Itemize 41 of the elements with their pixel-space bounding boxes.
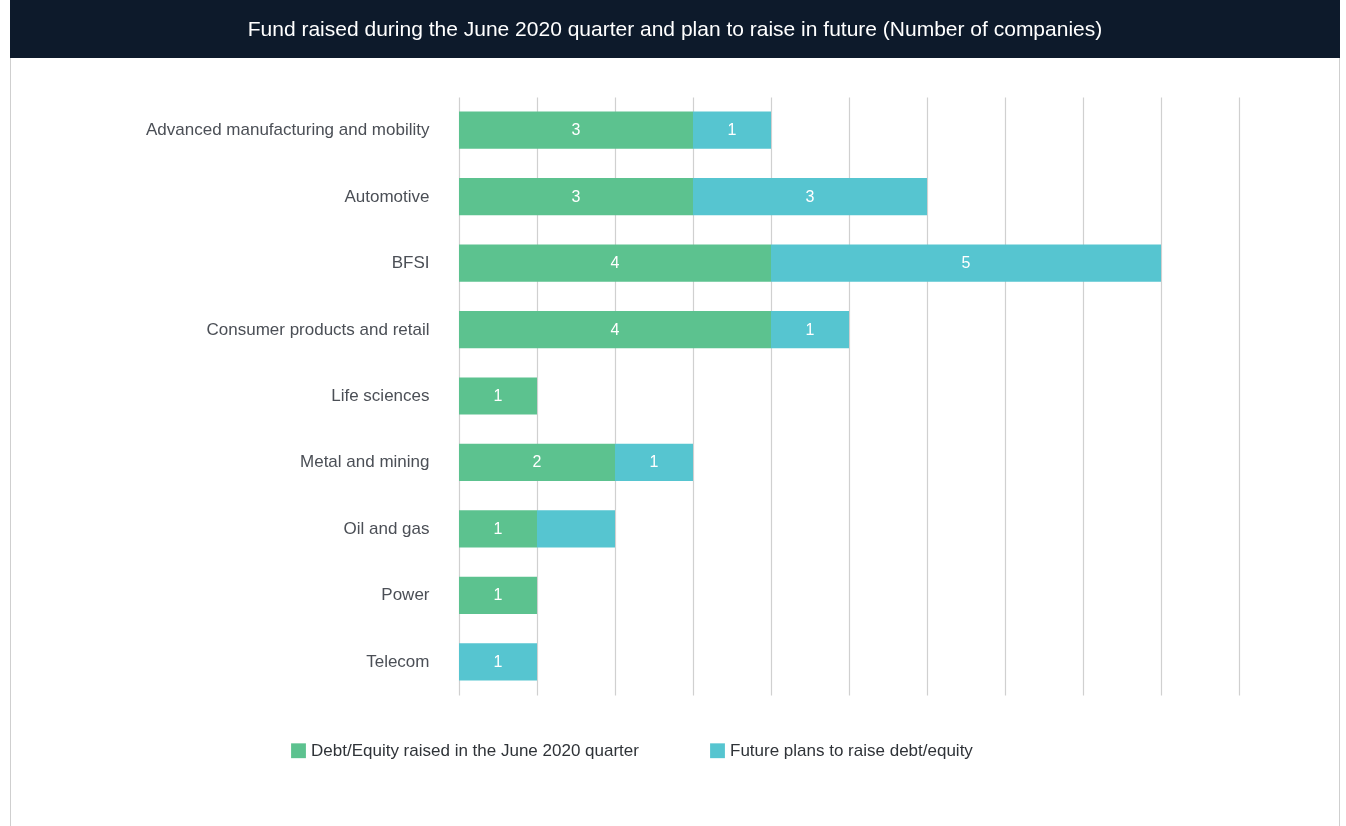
data-label: 4 [610, 254, 620, 272]
y-tick-label: BFSI [391, 253, 430, 273]
y-tick-label: Automotive [344, 186, 430, 206]
bar [459, 643, 537, 681]
y-tick-label: Advanced manufacturing and mobility [146, 120, 430, 140]
y-tick-label: Consumer products and retail [206, 319, 430, 339]
y-tick-label: Metal and mining [300, 452, 430, 472]
bar [459, 244, 771, 282]
y-tick-label: Life sciences [331, 386, 430, 405]
bar [459, 576, 537, 614]
bar [615, 443, 693, 482]
bar [693, 178, 927, 216]
data-label: 1 [649, 453, 659, 471]
data-label: 1 [727, 121, 737, 139]
bar [537, 510, 615, 548]
bar [771, 310, 849, 349]
bar [771, 244, 1161, 282]
data-label: 1 [805, 320, 815, 338]
legend-label: Future plans to raise debt/equity [730, 740, 974, 760]
data-label: 2 [532, 453, 542, 471]
y-tick-label: Telecom [366, 651, 430, 671]
data-label: 1 [493, 586, 503, 604]
data-label: 1 [493, 652, 503, 670]
bar [693, 111, 771, 149]
bar [459, 443, 615, 482]
bar [459, 310, 771, 349]
data-label: 3 [805, 187, 815, 205]
bar [459, 510, 537, 548]
y-tick-label: Oil and gas [343, 518, 430, 538]
legend-label: Debt/Equity raised in the June 2020 quarter [311, 740, 640, 760]
data-label: 3 [571, 187, 581, 205]
y-tick-label: Power [381, 585, 430, 605]
bar [459, 377, 537, 415]
data-label: 1 [493, 519, 503, 537]
data-label: 1 [493, 387, 503, 404]
data-label: 3 [571, 121, 581, 139]
chart-title: Fund raised during the June 2020 quarter and plan to raise in future (Number of companies) [10, 0, 1340, 58]
data-label: 5 [961, 254, 971, 272]
bar [459, 111, 693, 149]
bar [459, 178, 693, 216]
data-label: 4 [610, 320, 620, 338]
